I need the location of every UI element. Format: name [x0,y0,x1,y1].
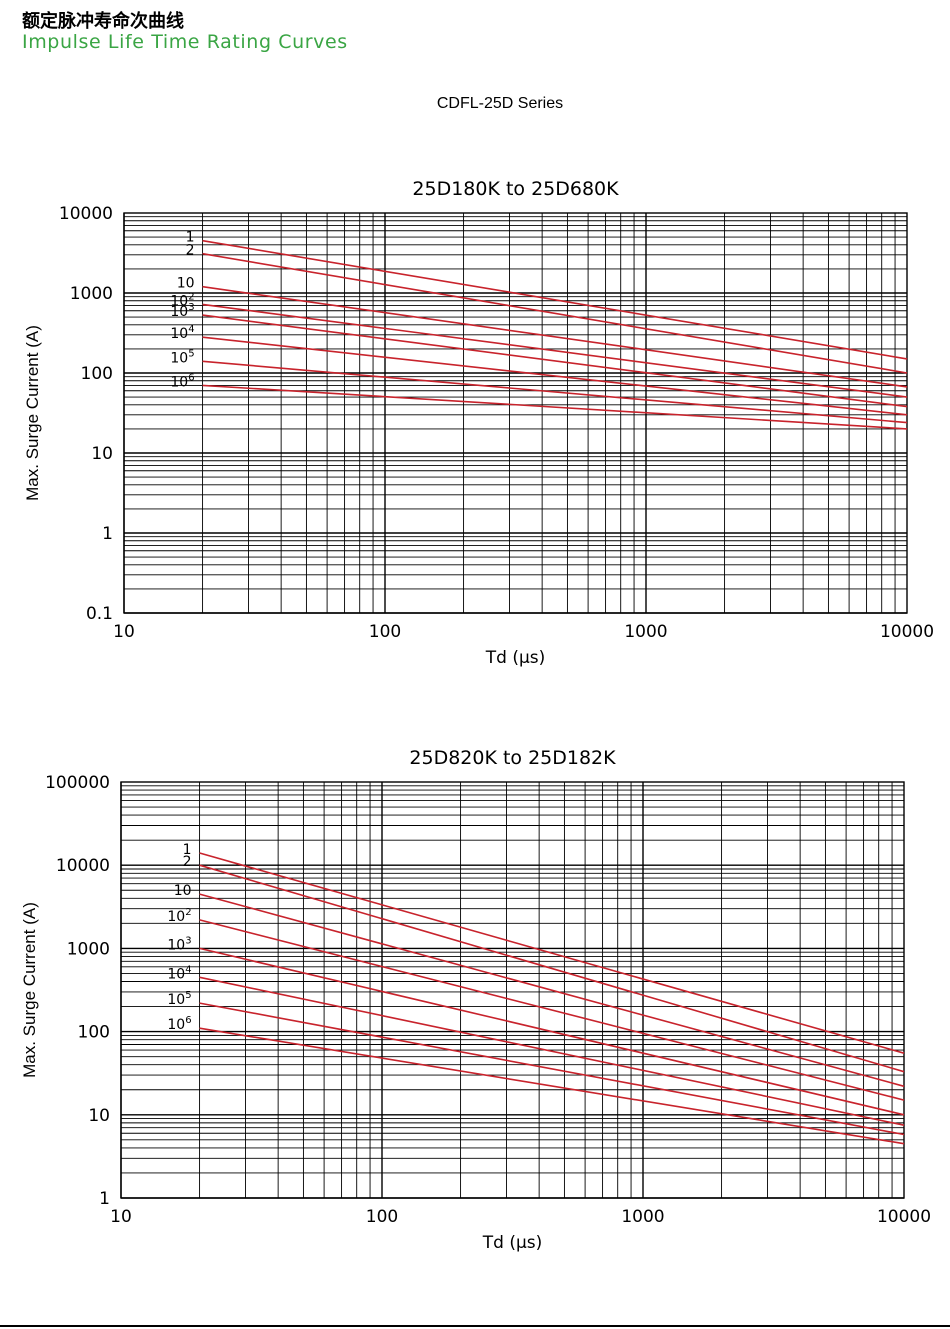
series-label-3: 10 [177,276,195,292]
series-label-2: 2 [183,854,192,870]
series-label-7: 105 [170,348,194,366]
x-tick-label: 10 [113,622,135,642]
y-tick-label: 1 [99,1189,110,1209]
x-axis-label: Td (μs) [482,1233,543,1253]
series-label-4: 102 [170,291,194,309]
series-label-4: 102 [167,907,191,925]
grid [120,782,904,1199]
y-axis-label: Max. Surge Current (A) [23,325,42,501]
series-line-3 [202,285,908,388]
series-label-5: 103 [170,302,194,320]
y-tick-label: 100000 [45,773,110,793]
series-line-3 [199,893,905,1088]
series-line-8 [199,1027,905,1145]
series-label-7: 105 [167,990,191,1008]
series-line-5 [202,314,908,408]
y-tick-label: 0.1 [86,604,113,624]
series-label-6: 104 [170,324,194,342]
y-tick-label: 1000 [67,939,110,959]
series-line-2 [199,864,905,1073]
y-tick-label: 10000 [56,856,110,876]
grid [123,213,907,614]
page-title-english: Impulse Life Time Rating Curves [22,31,348,53]
series-label-5: 103 [167,935,191,953]
y-tick-label: 10 [88,1106,110,1126]
chart-title: 25D820K to 25D182K [409,747,616,769]
series-label-2: 2 [186,243,195,259]
y-tick-label: 10 [91,444,113,464]
y-tick-label: 1000 [70,284,113,304]
y-tick-label: 10000 [59,204,113,224]
x-tick-label: 1000 [624,622,667,642]
x-tick-label: 100 [366,1207,398,1227]
series-line-2 [202,252,908,374]
series-label-8: 106 [167,1015,191,1033]
bottom-rule [0,1325,950,1327]
page-title-chinese: 额定脉冲寿命次曲线 [22,11,184,32]
series-line-7 [202,360,908,424]
x-axis-label: Td (μs) [485,648,546,668]
series-line-8 [202,384,908,430]
series-label-1: 1 [186,230,195,246]
series-label-6: 104 [167,964,191,982]
y-tick-label: 1 [102,524,113,544]
x-tick-label: 10000 [880,622,934,642]
series-label-3: 10 [174,883,192,899]
plot-frame [123,212,908,614]
series-line-4 [199,919,905,1101]
plot-frame [120,781,905,1199]
x-tick-label: 1000 [621,1207,664,1227]
series-line-1 [199,852,905,1054]
series-line-7 [199,1002,905,1136]
series-label-1: 1 [183,842,192,858]
x-tick-label: 100 [369,622,401,642]
x-tick-label: 10 [110,1207,132,1227]
series-line-6 [199,976,905,1126]
series-line-1 [202,239,908,360]
series-label-8: 106 [170,372,194,390]
y-axis-label: Max. Surge Current (A) [20,902,39,1078]
y-tick-label: 100 [78,1023,110,1043]
series-line-5 [199,947,905,1116]
chart-title: 25D180K to 25D680K [412,178,619,200]
y-tick-label: 100 [81,364,113,384]
series-line-4 [202,303,908,398]
series-name: CDFL-25D Series [436,95,564,112]
x-tick-label: 10000 [877,1207,931,1227]
series-line-6 [202,336,908,416]
